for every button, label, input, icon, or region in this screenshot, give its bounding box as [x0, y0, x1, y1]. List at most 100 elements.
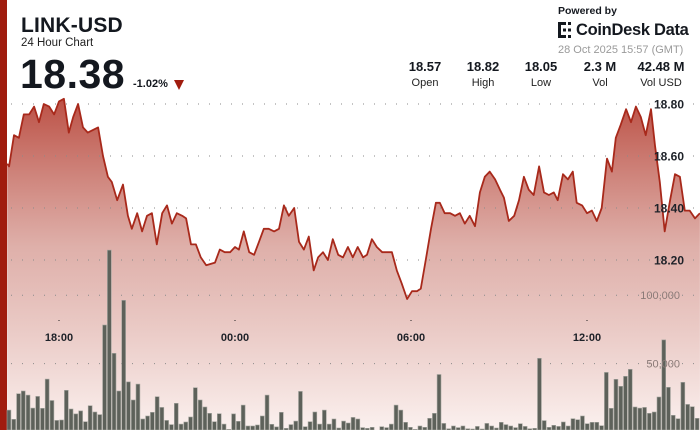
volume-bar: [584, 423, 590, 430]
volume-bar: [355, 418, 361, 430]
price-line-layer: [6, 97, 700, 300]
volume-bar: [145, 415, 150, 430]
volume-bar: [164, 420, 169, 430]
price-tick-label: 18.20: [654, 254, 684, 268]
volume-bar: [589, 421, 595, 430]
stat-vol: 2.3 M Vol: [565, 59, 635, 89]
volume-bar: [20, 390, 26, 430]
volume-bar: [236, 420, 241, 430]
price-area-fill: [7, 98, 700, 430]
triangle-down-icon: [174, 80, 184, 90]
volume-bar: [92, 411, 98, 430]
coindesk-logo-icon: [558, 22, 571, 38]
volume-bar: [446, 428, 451, 430]
volume-bar: [556, 426, 561, 430]
volume-bar: [169, 424, 174, 430]
price-change: -1.02%: [133, 78, 168, 90]
volume-bar: [417, 425, 423, 430]
volume-bar: [135, 383, 141, 430]
volume-bar: [30, 407, 36, 430]
volume-bar: [436, 374, 442, 430]
volume-bar: [116, 390, 122, 430]
volume-bar: [513, 427, 518, 430]
volume-bar: [484, 423, 490, 430]
logo-text: CoinDesk Data: [576, 20, 689, 39]
volume-bar: [489, 425, 494, 430]
price-tick-label: 18.40: [654, 202, 684, 216]
volume-bar: [432, 412, 437, 430]
volume-bar: [97, 414, 103, 430]
volume-bar: [518, 423, 523, 430]
stat-open: 18.57 Open: [390, 59, 460, 89]
volume-bar: [11, 418, 17, 430]
time-tick-mark: [234, 320, 236, 321]
time-tick-label: 06:00: [397, 332, 425, 344]
volume-bar: [685, 404, 690, 430]
volume-bar: [575, 419, 580, 430]
time-tick-mark: [586, 320, 588, 321]
volume-bar: [675, 418, 681, 430]
coindesk-data-logo: CoinDesk Data: [558, 21, 689, 39]
volume-bar: [498, 421, 504, 430]
volume-bar: [140, 418, 146, 430]
volume-bar: [608, 407, 614, 430]
volume-bar: [64, 389, 69, 430]
price-line: [6, 97, 700, 300]
chart-subtitle: 24 Hour Chart: [21, 37, 94, 49]
volume-bar: [150, 411, 155, 430]
price-tick-label: 18.80: [654, 98, 684, 112]
volume-bar: [255, 424, 260, 430]
volume-bar: [44, 378, 50, 430]
stat-value: 18.82: [466, 59, 500, 74]
volume-bar: [83, 421, 88, 430]
volume-bar: [111, 352, 117, 430]
volume-bar: [570, 418, 576, 430]
volume-bar: [527, 428, 533, 430]
volume-bar: [279, 411, 284, 430]
volume-bar: [350, 417, 356, 430]
volume-bar: [131, 399, 136, 430]
volume-bar: [240, 404, 246, 430]
volume-bar: [541, 420, 547, 430]
stat-value: 2.3 M: [583, 59, 617, 74]
volume-bar: [551, 424, 556, 430]
volume-bar: [661, 339, 666, 430]
volume-bar: [494, 427, 499, 430]
time-tick-label: 12:00: [573, 332, 601, 344]
volume-bar: [360, 427, 365, 430]
stat-value: 42.48 M: [637, 59, 685, 74]
volume-bar: [508, 425, 513, 430]
stat-label: Vol USD: [640, 77, 682, 89]
volume-bar: [221, 423, 227, 430]
volume-bar: [656, 396, 662, 430]
volume-bar: [651, 411, 657, 430]
volume-bar: [193, 387, 198, 430]
volume-bar: [49, 400, 55, 430]
volume-bar: [307, 421, 313, 430]
volume-bar: [312, 411, 318, 430]
volume-bar: [690, 406, 695, 430]
volume-bar: [231, 413, 236, 430]
volume-bar: [68, 408, 74, 430]
volume-bar: [102, 324, 107, 430]
volume-bar: [623, 375, 628, 430]
stat-value: 18.05: [524, 59, 558, 74]
volume-bar: [388, 423, 394, 430]
powered-by-label: Powered by: [558, 5, 617, 17]
volume-bar: [217, 413, 222, 430]
time-tick-label: 00:00: [221, 332, 249, 344]
volume-bar: [87, 405, 93, 430]
volume-bar: [197, 399, 203, 430]
volume-bar: [537, 357, 542, 430]
volume-bar: [16, 393, 21, 430]
stat-value: 18.57: [408, 59, 442, 74]
price-tick-label: 18.60: [654, 150, 684, 164]
volume-bar: [451, 425, 456, 430]
stat-low: 18.05 Low: [506, 59, 576, 89]
volume-bar: [455, 427, 461, 430]
volume-bar: [460, 425, 466, 430]
volume-bar: [178, 423, 184, 430]
volume-bar: [393, 404, 399, 430]
volume-bar: [341, 420, 346, 430]
